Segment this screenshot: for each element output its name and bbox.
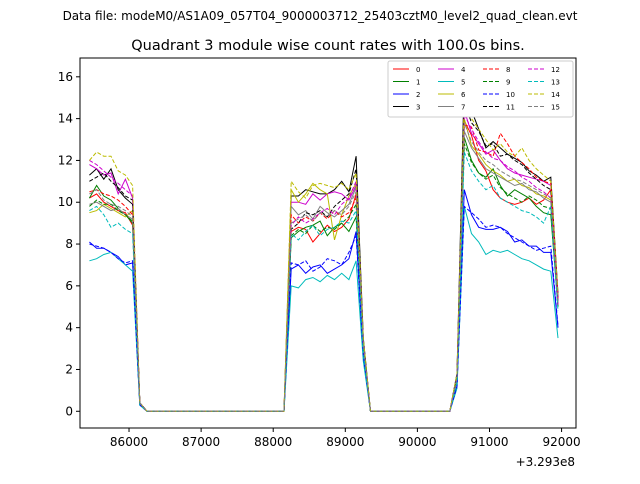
legend-label-8: 8 bbox=[506, 66, 510, 74]
series-line-8 bbox=[89, 124, 559, 412]
legend-label-4: 4 bbox=[461, 66, 466, 74]
x-axis: 86000 87000 88000 89000 90000 91000 92000 bbox=[110, 428, 581, 449]
series-line-4 bbox=[89, 110, 559, 412]
y-tick-label: 10 bbox=[58, 195, 73, 209]
legend-label-14: 14 bbox=[551, 91, 560, 99]
series-line-9 bbox=[89, 143, 559, 412]
legend-label-10: 10 bbox=[506, 91, 515, 99]
x-tick-label: 87000 bbox=[182, 435, 220, 449]
series-line-14 bbox=[89, 97, 559, 412]
x-tick-label: 92000 bbox=[542, 435, 580, 449]
legend-label-0: 0 bbox=[416, 66, 420, 74]
series-layer bbox=[88, 76, 559, 412]
x-tick-label: 88000 bbox=[254, 435, 292, 449]
legend-label-11: 11 bbox=[506, 104, 515, 112]
series-line-3 bbox=[89, 76, 559, 412]
x-tick-label: 89000 bbox=[326, 435, 364, 449]
legend-label-3: 3 bbox=[416, 104, 420, 112]
series-line-13 bbox=[89, 151, 559, 412]
series-line-2 bbox=[89, 189, 559, 412]
series-line-11 bbox=[89, 101, 559, 412]
series-line-1 bbox=[88, 137, 559, 412]
y-tick-label: 2 bbox=[65, 362, 73, 376]
legend-label-1: 1 bbox=[416, 79, 420, 87]
legend-label-12: 12 bbox=[551, 66, 560, 74]
legend-label-13: 13 bbox=[551, 79, 560, 87]
legend-label-2: 2 bbox=[416, 91, 420, 99]
legend-label-6: 6 bbox=[461, 91, 466, 99]
legend-label-15: 15 bbox=[551, 104, 560, 112]
y-tick-label: 6 bbox=[65, 279, 73, 293]
y-tick-label: 14 bbox=[58, 112, 73, 126]
y-tick-label: 8 bbox=[65, 237, 73, 251]
series-line-5 bbox=[89, 206, 559, 412]
plot-frame bbox=[79, 57, 577, 429]
y-tick-label: 0 bbox=[65, 404, 73, 418]
x-tick-label: 90000 bbox=[398, 435, 436, 449]
x-tick-label: 86000 bbox=[110, 435, 148, 449]
series-line-0 bbox=[89, 120, 559, 412]
legend-label-5: 5 bbox=[461, 79, 465, 87]
x-tick-label: 91000 bbox=[470, 435, 508, 449]
legend-label-7: 7 bbox=[461, 104, 465, 112]
series-line-7 bbox=[89, 131, 559, 412]
y-axis: 0 2 4 6 8 10 12 14 16 bbox=[58, 70, 80, 418]
legend-label-9: 9 bbox=[506, 79, 510, 87]
y-tick-label: 16 bbox=[58, 70, 73, 84]
series-line-6 bbox=[89, 118, 559, 412]
x-offset-label: +3.293e8 bbox=[516, 455, 575, 469]
legend-frame bbox=[387, 60, 574, 118]
chart-title: Quadrant 3 module wise count rates with … bbox=[131, 38, 525, 54]
series-line-10 bbox=[89, 205, 559, 412]
y-tick-label: 4 bbox=[65, 321, 73, 335]
series-line-15 bbox=[89, 122, 559, 412]
y-tick-label: 12 bbox=[58, 153, 73, 167]
suptitle: Data file: modeM0/AS1A09_057T04_90000037… bbox=[63, 9, 578, 23]
